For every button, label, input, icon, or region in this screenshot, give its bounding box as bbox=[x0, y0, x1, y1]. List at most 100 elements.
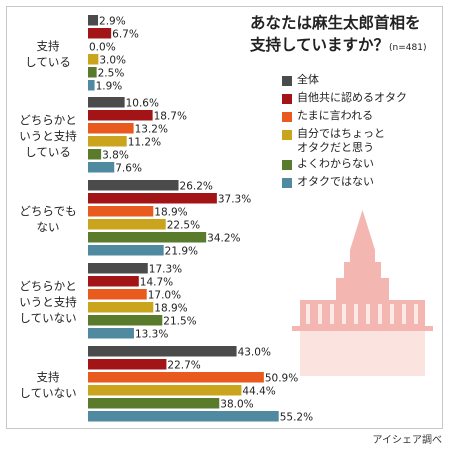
category-label: どちらでも ない bbox=[19, 204, 77, 234]
bar bbox=[88, 54, 99, 65]
bar bbox=[88, 385, 242, 396]
building-part bbox=[292, 326, 433, 331]
data-label: 6.7% bbox=[112, 29, 139, 41]
building-part bbox=[344, 262, 381, 278]
data-label: 22.7% bbox=[167, 360, 200, 372]
data-label: 1.9% bbox=[96, 81, 123, 93]
source-credit: アイシェア調べ bbox=[372, 435, 443, 446]
building-column bbox=[366, 304, 370, 324]
data-label: 18.9% bbox=[154, 207, 187, 219]
legend-swatch bbox=[282, 94, 292, 104]
data-label: 26.2% bbox=[180, 181, 213, 193]
bar bbox=[88, 245, 164, 256]
building-column bbox=[306, 304, 310, 324]
data-label: 2.5% bbox=[98, 68, 125, 80]
data-label: 2.9% bbox=[99, 16, 126, 28]
data-label: 14.7% bbox=[140, 277, 173, 289]
legend-label: たまに言われる bbox=[297, 109, 374, 122]
bar bbox=[88, 411, 279, 422]
data-label: 7.6% bbox=[115, 163, 142, 175]
data-label: 22.5% bbox=[167, 220, 200, 232]
building-part bbox=[336, 278, 389, 300]
data-label: 21.9% bbox=[165, 246, 198, 258]
data-label: 18.7% bbox=[154, 111, 187, 123]
title-line1: あなたは麻生太郎首相を bbox=[250, 14, 421, 32]
bar bbox=[88, 206, 154, 217]
data-label: 10.6% bbox=[126, 98, 159, 110]
data-label: 44.4% bbox=[242, 386, 275, 398]
bar bbox=[88, 110, 153, 121]
legend-label: 自分ではちょっと オタクだと思う bbox=[297, 127, 385, 154]
bar bbox=[88, 97, 125, 108]
data-label: 18.9% bbox=[154, 303, 187, 315]
diet-building-illustration bbox=[292, 210, 433, 376]
bar bbox=[88, 28, 112, 39]
category-label: 支持 していない bbox=[19, 370, 77, 400]
bar bbox=[88, 372, 264, 383]
building-column bbox=[318, 304, 322, 324]
building-column bbox=[378, 304, 382, 324]
bar bbox=[88, 162, 115, 173]
building-column bbox=[390, 304, 394, 324]
bar bbox=[88, 346, 237, 357]
data-label: 50.9% bbox=[265, 373, 298, 385]
data-label: 21.5% bbox=[163, 316, 196, 328]
bar bbox=[88, 219, 166, 230]
data-label: 38.0% bbox=[220, 399, 253, 411]
bar bbox=[88, 180, 179, 191]
bar bbox=[88, 123, 134, 134]
data-label: 43.0% bbox=[238, 347, 271, 359]
legend-swatch bbox=[282, 130, 292, 140]
data-label: 3.8% bbox=[102, 150, 129, 162]
building-column bbox=[414, 304, 418, 324]
bar bbox=[88, 276, 139, 287]
title-line2: 支持していますか？ bbox=[250, 36, 390, 54]
legend-label: よくわからない bbox=[297, 157, 374, 170]
data-label: 3.0% bbox=[99, 55, 126, 67]
bar bbox=[88, 263, 148, 274]
building-part bbox=[350, 210, 375, 250]
bar bbox=[88, 67, 97, 78]
building-column bbox=[342, 304, 346, 324]
building-column bbox=[330, 304, 334, 324]
bar bbox=[88, 80, 95, 91]
data-label: 34.2% bbox=[207, 233, 240, 245]
category-label: どちらかと いうと支持 している bbox=[19, 113, 77, 159]
chart-title: あなたは麻生太郎首相を 支持していますか？(n=481) bbox=[250, 12, 450, 59]
data-label: 13.2% bbox=[135, 124, 168, 136]
building-part bbox=[350, 250, 375, 262]
data-label: 11.2% bbox=[128, 137, 161, 149]
bar bbox=[88, 359, 167, 370]
building-column bbox=[402, 304, 406, 324]
legend-swatch bbox=[282, 112, 292, 122]
bar bbox=[88, 193, 217, 204]
bar bbox=[88, 136, 127, 147]
building-reflection bbox=[300, 331, 425, 376]
category-label: 支持 している bbox=[25, 39, 71, 69]
data-label: 17.0% bbox=[148, 290, 181, 302]
bar bbox=[88, 15, 99, 26]
sample-size: (n=481) bbox=[389, 43, 427, 53]
building-column bbox=[354, 304, 358, 324]
category-label: どちらかと いうと支持 していない bbox=[19, 279, 77, 325]
bar bbox=[88, 315, 163, 326]
bar bbox=[88, 232, 207, 243]
legend-label: 自他共に認めるオタク bbox=[297, 91, 407, 104]
data-label: 13.3% bbox=[135, 329, 168, 341]
legend-swatch bbox=[282, 76, 292, 86]
bars-group: 2.9%6.7%0.0%3.0%2.5%1.9%10.6%18.7%13.2%1… bbox=[88, 15, 313, 424]
data-label: 0.0% bbox=[89, 42, 116, 54]
legend-label: オタクではない bbox=[297, 175, 374, 188]
legend-swatch bbox=[282, 160, 292, 170]
data-label: 37.3% bbox=[218, 194, 251, 206]
data-label: 17.3% bbox=[149, 264, 182, 276]
bar bbox=[88, 149, 102, 160]
bar bbox=[88, 289, 147, 300]
bar bbox=[88, 328, 134, 339]
legend-label: 全体 bbox=[297, 73, 319, 86]
legend-swatch bbox=[282, 178, 292, 188]
data-label: 55.2% bbox=[280, 412, 313, 424]
bar bbox=[88, 302, 154, 313]
